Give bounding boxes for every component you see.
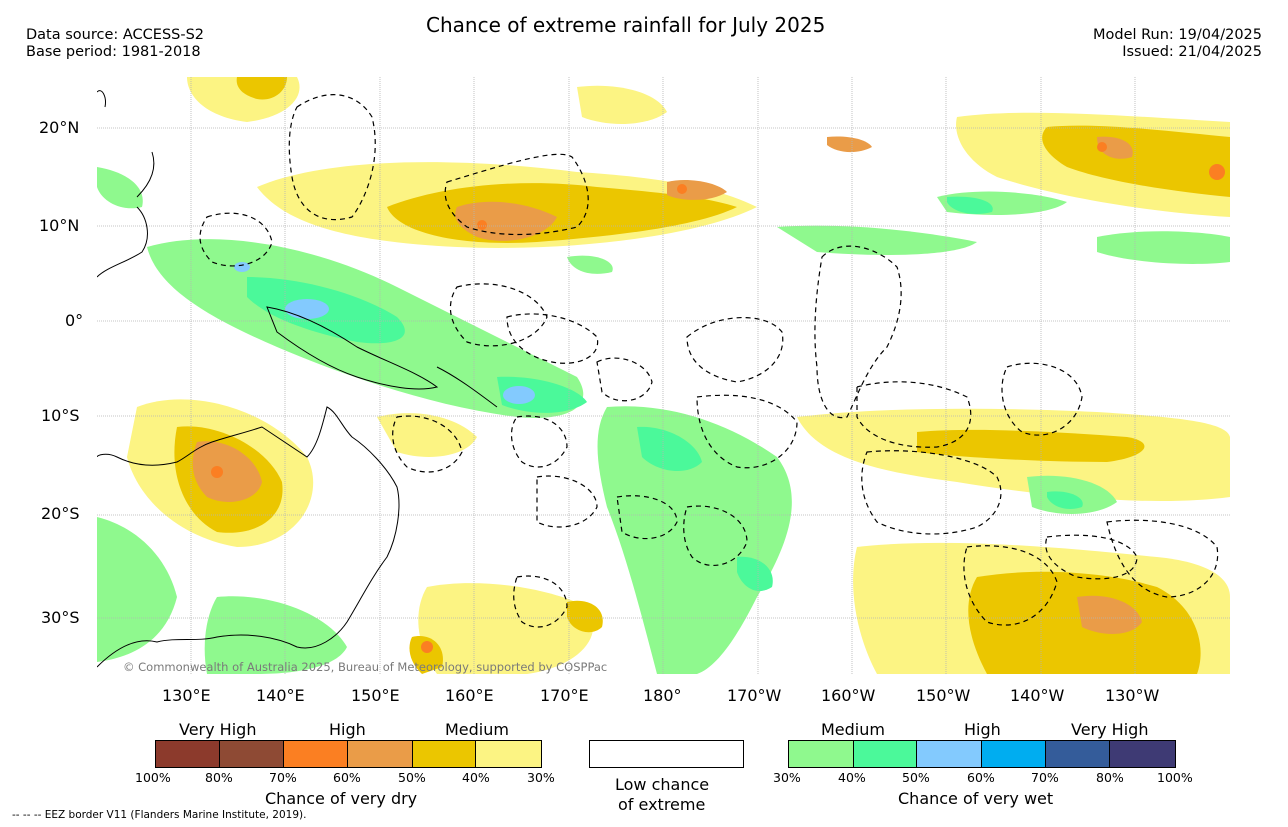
- map-title: Chance of extreme rainfall for July 2025: [426, 13, 826, 37]
- dry-tick-70: 70%: [269, 770, 297, 785]
- wet-swatch-5: [1045, 741, 1111, 767]
- lat-label-20s: 20°S: [41, 504, 80, 523]
- coastlines: [97, 90, 498, 668]
- dry-legend-title: Chance of very dry: [265, 789, 418, 808]
- dry-very-high-areas: [211, 142, 1225, 653]
- lon-label-180: 180°: [643, 686, 682, 705]
- graticule: [97, 77, 1230, 674]
- eez-borders: [199, 94, 1219, 628]
- lat-label-10s: 10°S: [41, 406, 80, 425]
- low-chance-line1: Low chance: [615, 775, 710, 794]
- copyright-notice: © Commonwealth of Australia 2025, Bureau…: [123, 660, 608, 674]
- lon-label-170e: 170°E: [540, 686, 589, 705]
- dry-tick-30: 30%: [527, 770, 555, 785]
- dry-tick-80: 80%: [205, 770, 233, 785]
- lat-label-eq: 0°: [65, 311, 84, 330]
- base-period-label: Base period: 1981-2018: [26, 44, 201, 60]
- lon-label-130w: 130°W: [1105, 686, 1160, 705]
- wet-very-high-areas: [234, 262, 535, 404]
- map-canvas: [97, 77, 1230, 674]
- lat-label-20n: 20°N: [39, 118, 80, 137]
- model-run-label: Model Run: 19/04/2025: [1092, 27, 1262, 43]
- wet-tick-70: 70%: [1031, 770, 1059, 785]
- issued-label: Issued: 21/04/2025: [1122, 44, 1262, 60]
- lon-label-150e: 150°E: [351, 686, 400, 705]
- dry-swatch-4: [348, 741, 413, 767]
- lat-label-30s: 30°S: [41, 608, 80, 627]
- dry-tick-40: 40%: [462, 770, 490, 785]
- wet-swatch-4: [982, 741, 1046, 767]
- lon-label-130e: 130°E: [162, 686, 211, 705]
- wet-swatch-2: [853, 741, 918, 767]
- wet-swatch-1: [789, 741, 854, 767]
- dry-category-high: High: [329, 720, 366, 739]
- dry-category-medium: Medium: [445, 720, 509, 739]
- lon-label-140e: 140°E: [256, 686, 305, 705]
- data-source-label: Data source: ACCESS-S2: [26, 27, 205, 43]
- lon-label-150w: 150°W: [916, 686, 971, 705]
- wet-colorbar: [788, 740, 1176, 768]
- wet-tick-30: 30%: [773, 770, 801, 785]
- low-chance-line2: of extreme: [618, 795, 706, 814]
- rainfall-map: © Commonwealth of Australia 2025, Bureau…: [97, 77, 1230, 674]
- dry-tick-60: 60%: [333, 770, 361, 785]
- wet-category-very-high: Very High: [1071, 720, 1149, 739]
- dry-swatch-5: [412, 741, 477, 767]
- wet-swatch-6: [1110, 741, 1176, 767]
- dry-swatch-6: [476, 741, 542, 767]
- dry-category-very-high: Very High: [179, 720, 257, 739]
- wet-swatch-3: [917, 741, 983, 767]
- lon-label-160e: 160°E: [445, 686, 494, 705]
- dry-high-areas: [192, 136, 1142, 634]
- lon-label-170w: 170°W: [727, 686, 782, 705]
- wet-tick-60: 60%: [967, 770, 995, 785]
- eez-source-note: -- -- -- EEZ border V11 (Flanders Marine…: [12, 809, 307, 821]
- lon-label-140w: 140°W: [1010, 686, 1065, 705]
- dry-swatch-1: [156, 741, 220, 767]
- wet-tick-50: 50%: [902, 770, 930, 785]
- dry-tick-50: 50%: [398, 770, 426, 785]
- wet-legend-title: Chance of very wet: [898, 789, 1054, 808]
- wet-category-high: High: [964, 720, 1001, 739]
- wet-tick-80: 80%: [1096, 770, 1124, 785]
- dry-tick-100: 100%: [135, 770, 171, 785]
- dry-colorbar: [155, 740, 542, 768]
- wet-tick-100: 100%: [1157, 770, 1193, 785]
- low-chance-swatch: [589, 740, 744, 768]
- wet-tick-40: 40%: [838, 770, 866, 785]
- lat-label-10n: 10°N: [39, 216, 80, 235]
- dry-swatch-3: [284, 741, 349, 767]
- lon-label-160w: 160°W: [821, 686, 876, 705]
- wet-category-medium: Medium: [821, 720, 885, 739]
- dry-swatch-2: [219, 741, 285, 767]
